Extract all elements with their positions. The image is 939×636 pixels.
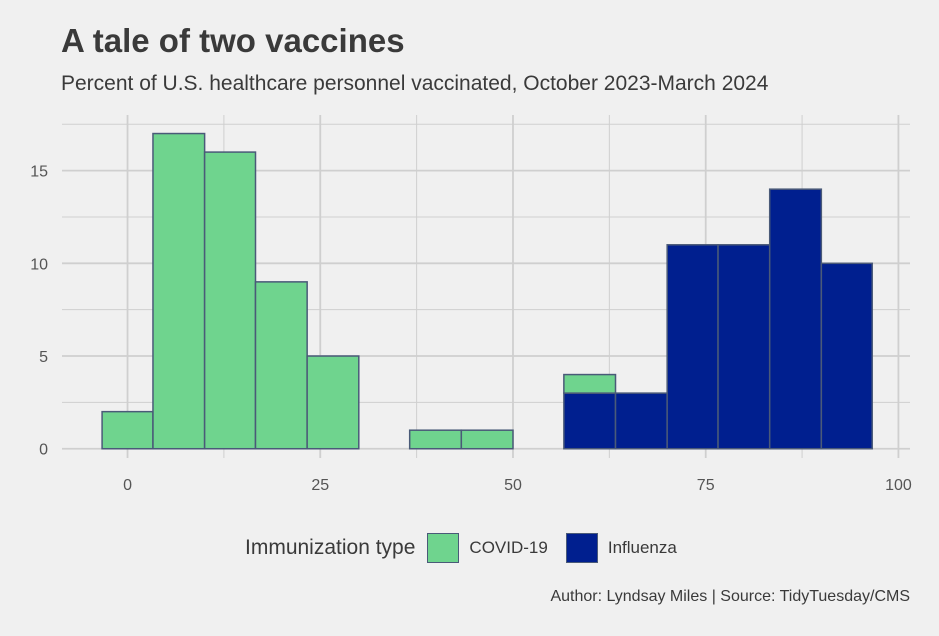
bar-covid-19 — [306, 355, 360, 450]
x-tick-label: 25 — [311, 477, 329, 494]
legend-key-covid — [427, 533, 460, 563]
bar-influenza — [768, 188, 823, 450]
legend: Immunization type COVID-19 Influenza — [245, 530, 695, 566]
legend-title: Immunization type — [245, 536, 416, 559]
y-tick-label: 5 — [39, 349, 48, 366]
caption: Author: Lyndsay Miles | Source: TidyTues… — [550, 588, 910, 605]
x-tick-label: 100 — [885, 477, 912, 494]
bar-covid-19 — [408, 429, 463, 450]
legend-key-influenza — [565, 533, 598, 563]
bar-covid-19 — [203, 151, 257, 450]
chart-subtitle: Percent of U.S. healthcare personnel vac… — [61, 72, 769, 95]
legend-label-influenza: Influenza — [607, 538, 677, 557]
y-tick-label: 0 — [39, 442, 48, 459]
bar-influenza — [820, 262, 873, 450]
bar-covid-19 — [254, 281, 308, 450]
histogram-bars — [101, 132, 873, 450]
bar-covid-19 — [152, 132, 206, 450]
bar-covid-19 — [563, 373, 617, 394]
bar-influenza — [563, 392, 617, 450]
chart-title: A tale of two vaccines — [61, 22, 405, 59]
x-tick-label: 75 — [697, 477, 715, 494]
x-tick-label: 50 — [504, 477, 522, 494]
y-tick-label: 15 — [30, 164, 48, 181]
bar-influenza — [666, 244, 719, 450]
x-tick-label: 0 — [123, 477, 132, 494]
y-axis-ticks: 0 5 10 15 — [30, 164, 48, 459]
x-axis-ticks: 0 25 50 75 100 — [123, 477, 912, 494]
y-tick-label: 10 — [30, 256, 48, 273]
bar-covid-19 — [101, 410, 154, 450]
legend-label-covid: COVID-19 — [469, 538, 548, 557]
bar-covid-19 — [460, 429, 514, 450]
bar-influenza — [717, 244, 771, 450]
bar-influenza — [614, 392, 668, 450]
